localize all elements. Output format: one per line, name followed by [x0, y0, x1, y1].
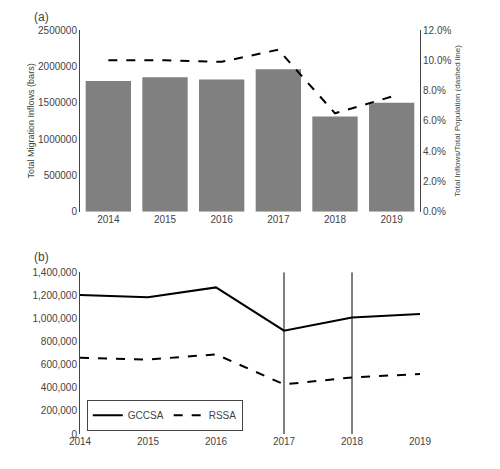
svg-text:2500000: 2500000 — [38, 25, 77, 36]
svg-text:12.0%: 12.0% — [423, 25, 451, 36]
svg-text:4.0%: 4.0% — [423, 146, 446, 157]
svg-text:500000: 500000 — [44, 170, 78, 181]
svg-text:2019: 2019 — [409, 436, 432, 447]
svg-text:2017: 2017 — [267, 214, 290, 225]
svg-text:2016: 2016 — [211, 214, 234, 225]
svg-text:8.0%: 8.0% — [423, 85, 446, 96]
svg-text:2018: 2018 — [324, 214, 347, 225]
svg-text:0: 0 — [71, 429, 77, 440]
svg-text:2.0%: 2.0% — [423, 176, 446, 187]
svg-text:400,000: 400,000 — [41, 382, 78, 393]
svg-text:2017: 2017 — [273, 436, 296, 447]
svg-text:1000000: 1000000 — [38, 134, 77, 145]
svg-text:2016: 2016 — [205, 436, 228, 447]
svg-text:0: 0 — [71, 206, 77, 217]
svg-text:2019: 2019 — [381, 214, 404, 225]
svg-text:(b): (b) — [34, 250, 49, 264]
svg-text:1,000,000: 1,000,000 — [33, 313, 78, 324]
svg-text:1,400,000: 1,400,000 — [33, 267, 78, 278]
svg-text:Total Inflows/Total Population: Total Inflows/Total Population (dashed l… — [453, 45, 462, 197]
svg-text:1500000: 1500000 — [38, 97, 77, 108]
svg-text:200,000: 200,000 — [41, 405, 78, 416]
svg-text:6.0%: 6.0% — [423, 115, 446, 126]
svg-text:(a): (a) — [34, 10, 49, 24]
svg-text:GCCSA: GCCSA — [128, 410, 164, 421]
svg-text:10.0%: 10.0% — [423, 55, 451, 66]
svg-text:800,000: 800,000 — [41, 336, 78, 347]
svg-text:Total Migration Inflows (bars): Total Migration Inflows (bars) — [26, 63, 36, 178]
svg-text:2015: 2015 — [154, 214, 177, 225]
svg-text:2015: 2015 — [137, 436, 160, 447]
svg-text:2014: 2014 — [69, 436, 92, 447]
svg-text:RSSA: RSSA — [209, 410, 237, 421]
svg-text:2014: 2014 — [97, 214, 120, 225]
svg-text:2000000: 2000000 — [38, 61, 77, 72]
svg-text:1,200,000: 1,200,000 — [33, 290, 78, 301]
svg-text:0.0%: 0.0% — [423, 206, 446, 217]
svg-text:600,000: 600,000 — [41, 359, 78, 370]
svg-text:2018: 2018 — [341, 436, 364, 447]
